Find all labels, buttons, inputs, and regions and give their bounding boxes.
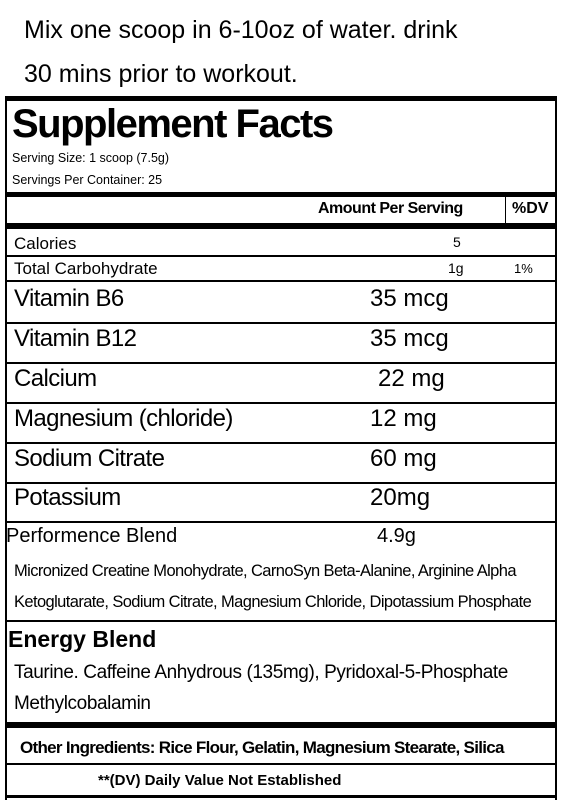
rule bbox=[5, 521, 557, 523]
rule bbox=[5, 795, 557, 798]
rule bbox=[5, 620, 557, 622]
nutrient-name: Calories bbox=[14, 234, 77, 253]
servings-per-container: Servings Per Container: 25 bbox=[12, 173, 163, 187]
nutrient-name: Vitamin B6 bbox=[14, 285, 124, 312]
blend-ingredients: Taurine. Caffeine Anhydrous (135mg), Pyr… bbox=[14, 662, 508, 683]
blend-name: Performence Blend bbox=[6, 525, 178, 547]
rule bbox=[5, 722, 557, 728]
nutrient-name: Potassium bbox=[14, 484, 121, 511]
instruction: Mix one scoop in 6-10oz of water. drink bbox=[24, 16, 458, 44]
nutrient-name: Sodium Citrate bbox=[14, 445, 165, 472]
nutrient-amount: 1g bbox=[448, 260, 464, 276]
blend-ingredients: Methylcobalamin bbox=[14, 693, 151, 714]
rule bbox=[5, 362, 557, 364]
rule bbox=[5, 255, 557, 257]
nutrient-amount: 35 mcg bbox=[370, 325, 449, 352]
rule bbox=[5, 192, 557, 197]
border bbox=[5, 96, 7, 800]
blend-name: Energy Blend bbox=[8, 626, 157, 652]
rule bbox=[5, 402, 557, 404]
rule bbox=[5, 223, 557, 229]
footnote: **(DV) Daily Value Not Established bbox=[98, 772, 342, 789]
amount-header: Amount Per Serving bbox=[318, 200, 463, 217]
nutrient-name: Calcium bbox=[14, 365, 97, 392]
blend-ingredients: Ketoglutarate, Sodium Citrate, Magnesium… bbox=[14, 593, 532, 611]
nutrient-amount: 20mg bbox=[370, 484, 431, 511]
blend-ingredients: Micronized Creatine Monohydrate, CarnoSy… bbox=[14, 562, 517, 580]
divider bbox=[505, 197, 506, 223]
other-ingredients: Other Ingredients: Rice Flour, Gelatin, … bbox=[20, 738, 504, 757]
nutrient-amount: 22 mg bbox=[378, 365, 445, 392]
rule bbox=[5, 322, 557, 324]
nutrient-name: Magnesium (chloride) bbox=[14, 405, 233, 432]
border bbox=[555, 96, 557, 800]
nutrient-name: Total Carbohydrate bbox=[14, 259, 158, 278]
nutrient-amount: 5 bbox=[453, 234, 461, 250]
nutrient-amount: 12 mg bbox=[370, 405, 437, 432]
blend-amount: 4.9g bbox=[377, 525, 416, 547]
nutrient-amount: 35 mcg bbox=[370, 285, 449, 312]
dv-header: %DV bbox=[512, 200, 549, 217]
rule bbox=[5, 482, 557, 484]
nutrient-amount: 60 mg bbox=[370, 445, 437, 472]
rule bbox=[5, 280, 557, 282]
rule bbox=[5, 763, 557, 765]
nutrient-name: Vitamin B12 bbox=[14, 325, 137, 352]
serving-size: Serving Size: 1 scoop (7.5g) bbox=[12, 151, 170, 165]
facts-title: Supplement Facts bbox=[12, 102, 334, 146]
nutrient-dv: 1% bbox=[514, 261, 533, 276]
instruction: 30 mins prior to workout. bbox=[24, 60, 298, 88]
rule bbox=[5, 96, 557, 101]
rule bbox=[5, 442, 557, 444]
